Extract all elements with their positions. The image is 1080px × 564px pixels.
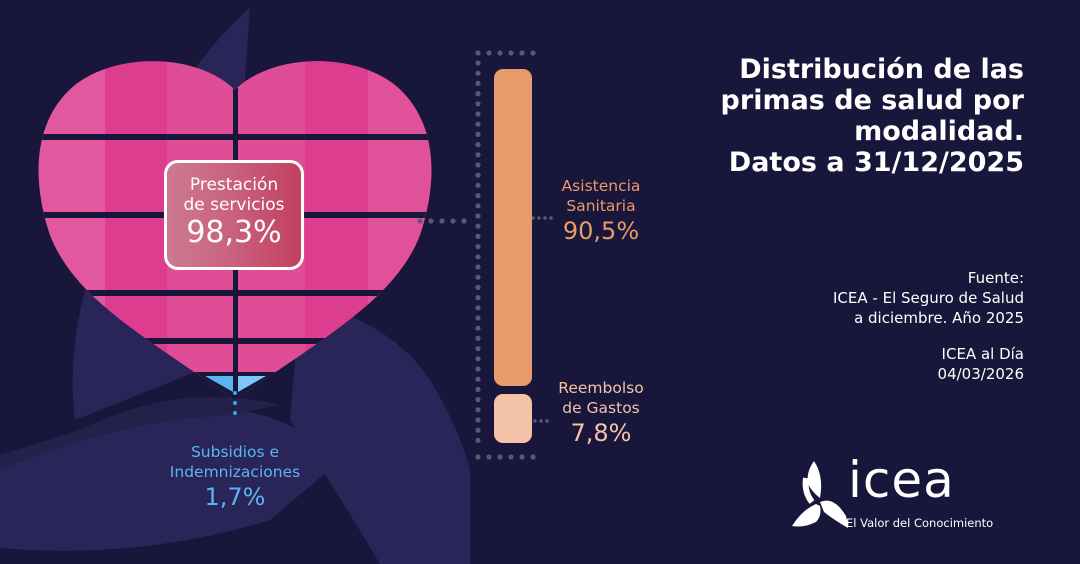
source-block: Fuente: ICEA - El Seguro de Salud a dici… [724, 268, 1024, 384]
asistencia-label-1: Asistencia [561, 177, 641, 195]
asistencia-sanitaria-bar [494, 69, 532, 386]
asistencia-value: 90,5% [562, 217, 640, 245]
reembolso-label: Reembolso de Gastos 7,8% [546, 378, 656, 448]
prestacion-callout: Prestación de servicios 98,3% [164, 160, 304, 270]
subsidios-segment-right [238, 376, 266, 392]
subsidios-segment-left [205, 376, 233, 392]
subsidios-label: Subsidios e Indemnizaciones 1,7% [150, 442, 320, 512]
logo-tagline: El Valor del Conocimiento [846, 516, 994, 530]
reembolso-label-2: de Gastos [562, 399, 640, 417]
subsidios-label-2: Indemnizaciones [169, 463, 301, 481]
title-line-3: modalidad. [854, 116, 1024, 147]
title-line-2: primas de salud por [720, 85, 1024, 116]
publication-name: ICEA al Día [941, 345, 1024, 363]
subsidios-label-1: Subsidios e [190, 443, 280, 461]
title-line-4: Datos a 31/12/2025 [728, 147, 1024, 178]
chart-title: Distribución de las primas de salud por … [664, 54, 1024, 178]
reembolso-value: 7,8% [570, 419, 632, 447]
source-label: Fuente: [967, 269, 1024, 287]
source-line-2: a diciembre. Año 2025 [854, 309, 1024, 327]
subsidios-value: 1,7% [204, 483, 266, 511]
publication-date: 04/03/2026 [937, 365, 1024, 383]
reembolso-label-1: Reembolso [558, 379, 644, 397]
prestacion-label-1: Prestación [189, 175, 279, 195]
prestacion-value: 98,3% [186, 215, 282, 250]
icea-propeller-icon [792, 461, 848, 528]
asistencia-label: Asistencia Sanitaria 90,5% [546, 176, 656, 246]
icea-logo: icea El Valor del Conocimiento [790, 452, 1040, 538]
source-line-1: ICEA - El Seguro de Salud [833, 289, 1024, 307]
reembolso-gastos-bar [494, 394, 532, 443]
title-line-1: Distribución de las [739, 54, 1024, 85]
asistencia-label-2: Sanitaria [566, 197, 636, 215]
logo-wordmark: icea [848, 451, 955, 509]
prestacion-label-2: de servicios [183, 195, 285, 215]
